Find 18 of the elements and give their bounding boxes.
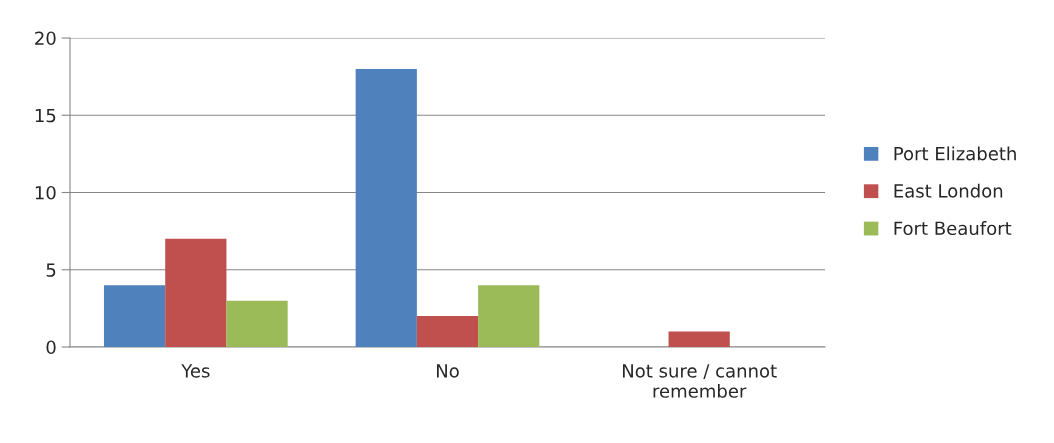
x-tick-label: Not sure / cannot remember <box>622 364 777 398</box>
x-tick-label: No <box>436 364 459 378</box>
legend-label: Fort Beaufort <box>894 221 1012 236</box>
y-tick-label: 5 <box>46 263 56 277</box>
bar <box>668 331 730 347</box>
y-tick-label: 15 <box>35 108 56 123</box>
bar <box>103 285 166 347</box>
y-tick-label: 20 <box>35 31 56 46</box>
legend-label: Port Elizabeth <box>894 146 1016 161</box>
y-tick-label: 10 <box>35 185 56 200</box>
x-tick-label: Yes <box>181 364 210 378</box>
bar <box>478 285 540 347</box>
bar <box>355 68 417 347</box>
bar <box>416 316 479 347</box>
bar <box>226 300 288 347</box>
bar <box>165 238 227 347</box>
legend-label: East London <box>894 183 1003 198</box>
y-tick-label: 0 <box>46 340 56 355</box>
